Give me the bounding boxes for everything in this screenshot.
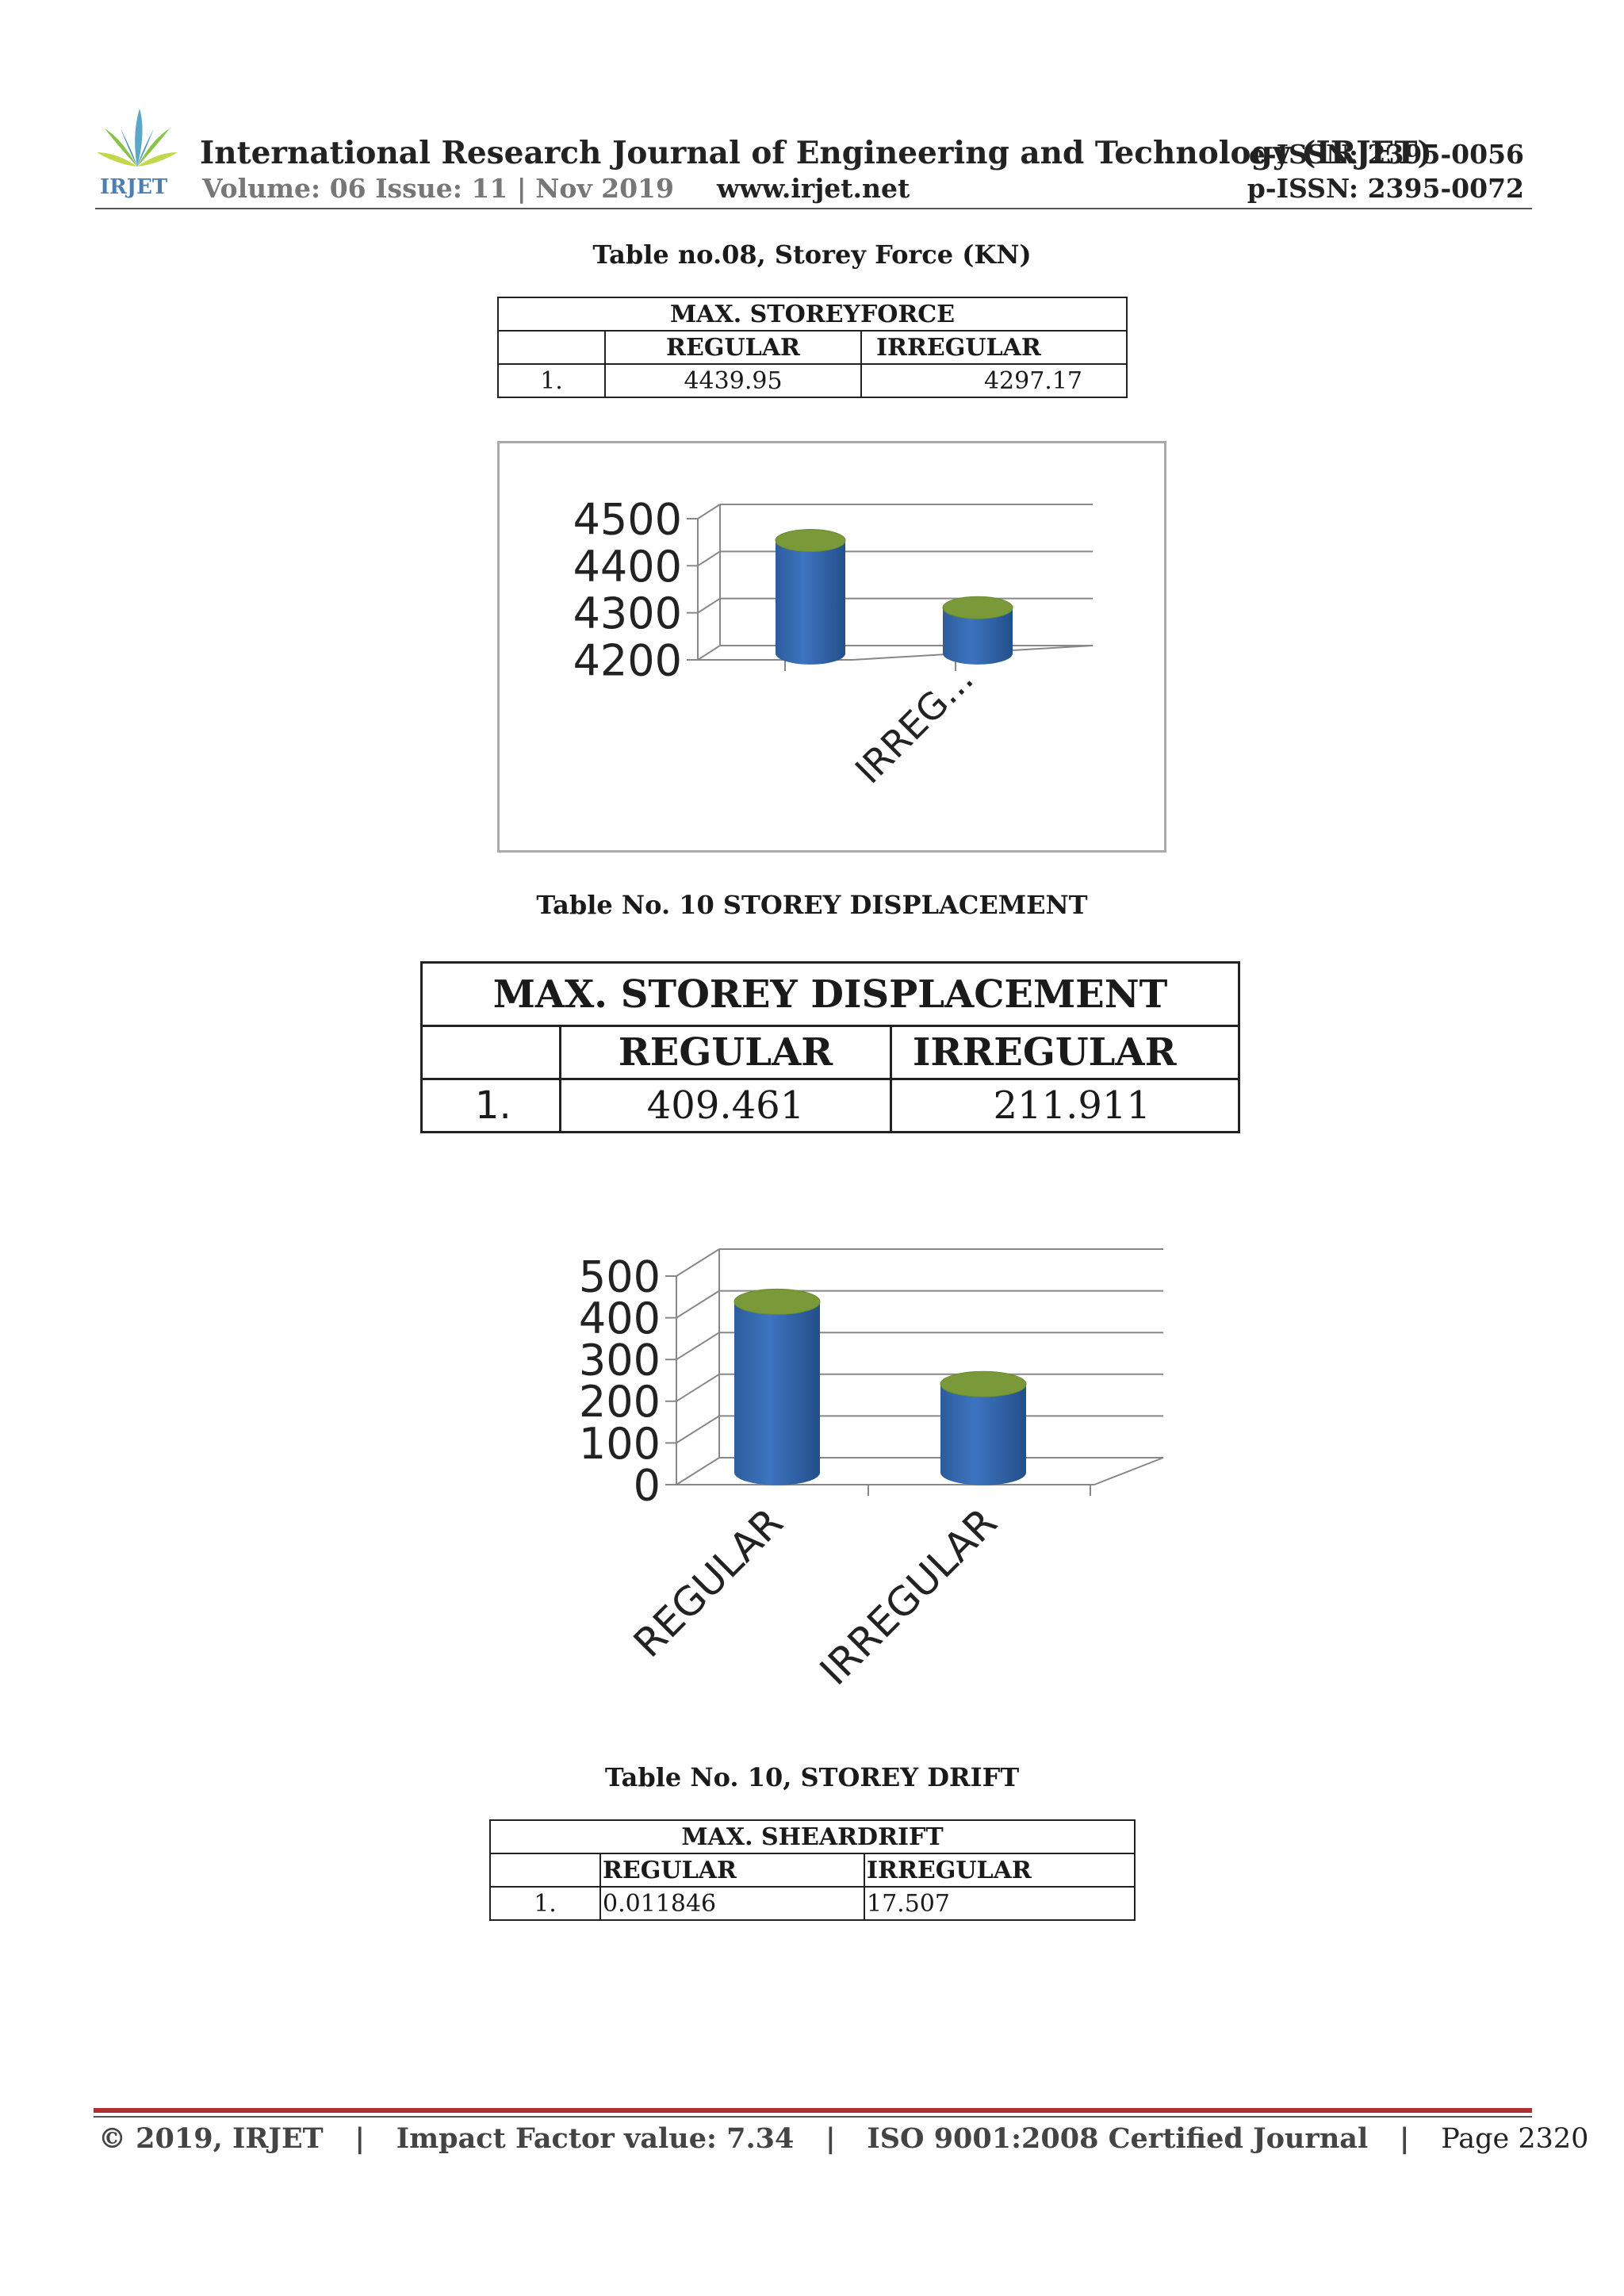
bar-top — [942, 596, 1013, 619]
y-tick-label: 400 — [579, 1294, 661, 1343]
bar-cylinder — [940, 1384, 1026, 1485]
gridline-depth — [676, 1373, 720, 1402]
journal-title: International Research Journal of Engine… — [200, 135, 1432, 171]
journal-website: www.irjet.net — [717, 173, 910, 204]
bar-cylinder — [776, 540, 845, 665]
y-tick-label: 4500 — [573, 494, 682, 544]
gridline-depth — [676, 1248, 720, 1277]
logo-leaves-icon — [97, 109, 178, 167]
bar-top — [940, 1370, 1027, 1397]
gridline-depth — [676, 1457, 720, 1485]
table-cell: 17.507 — [864, 1886, 1136, 1921]
header-rule — [95, 208, 1532, 209]
column-header — [420, 1025, 561, 1080]
floor-edge — [1094, 1457, 1164, 1485]
y-tick-label: 0 — [634, 1460, 661, 1510]
row-index: 1. — [489, 1886, 601, 1921]
footer-separator: | — [1399, 2122, 1410, 2155]
storey-force-chart-frame — [497, 441, 1166, 853]
table2-caption: Table No. 10 STOREY DISPLACEMENT — [536, 890, 1088, 920]
gridline-depth — [676, 1332, 720, 1361]
y-tick-label: 4200 — [573, 635, 682, 685]
bar-top — [733, 1288, 821, 1315]
x-category-label: IRREGULAR — [811, 1499, 1005, 1693]
column-header: IRREGULAR — [864, 1853, 1136, 1888]
footer-copyright: © 2019, IRJET — [98, 2122, 324, 2155]
table-heading: MAX. STOREY DISPLACEMENT — [420, 961, 1240, 1027]
footer-rule — [94, 2108, 1532, 2113]
column-header: REGULAR — [559, 1025, 892, 1080]
row-index: 1. — [497, 363, 606, 398]
table-heading: MAX. SHEARDRIFT — [489, 1819, 1136, 1854]
pissn: p-ISSN: 2395-0072 — [1247, 173, 1524, 204]
table3-caption: Table No. 10, STOREY DRIFT — [604, 1762, 1020, 1792]
x-category-label: IRREG... — [847, 657, 982, 792]
table-row: 1. 409.461 211.911 — [420, 1078, 1240, 1133]
table-header-row: REGULAR IRREGULAR — [489, 1853, 1136, 1888]
gridline-depth — [697, 597, 721, 614]
storey-displacement-table: MAX. STOREY DISPLACEMENT REGULAR IRREGUL… — [420, 961, 1240, 1133]
table-heading-row: MAX. SHEARDRIFT — [489, 1819, 1136, 1854]
y-tick-label: 4300 — [573, 588, 682, 638]
y-tick-label: 100 — [579, 1419, 661, 1469]
table1-caption: Table no.08, Storey Force (KN) — [592, 240, 1032, 270]
table-header-row: REGULAR IRREGULAR — [497, 330, 1128, 365]
table-cell: 409.461 — [559, 1078, 892, 1133]
footer-impact-factor: Impact Factor value: 7.34 — [396, 2122, 795, 2155]
table-heading: MAX. STOREYFORCE — [497, 297, 1128, 332]
bar-top — [775, 529, 846, 553]
page-footer: © 2019, IRJET | Impact Factor value: 7.34 |… — [98, 2122, 1588, 2155]
table-cell: 0.011846 — [599, 1886, 865, 1921]
table-row: 1. 0.011846 17.507 — [489, 1886, 1136, 1921]
x-category-label: REGULAR — [625, 1499, 791, 1665]
logo-text: IRJET — [100, 175, 168, 199]
bar-cylinder — [943, 608, 1013, 665]
column-header: IRREGULAR — [890, 1025, 1240, 1080]
bar-cylinder — [734, 1301, 820, 1485]
table-header-row: REGULAR IRREGULAR — [420, 1025, 1240, 1080]
column-header — [489, 1853, 601, 1888]
y-tick-label: 200 — [579, 1377, 661, 1427]
table-heading-row: MAX. STOREY DISPLACEMENT — [420, 961, 1240, 1027]
gridline-depth — [676, 1415, 720, 1444]
table-cell: 211.911 — [890, 1078, 1240, 1133]
y-tick-label: 300 — [579, 1336, 661, 1386]
irjet-logo: IRJET — [97, 109, 178, 199]
table-cell: 4439.95 — [604, 363, 862, 398]
footer-iso: ISO 9001:2008 Certified Journal — [867, 2122, 1369, 2155]
gridline-depth — [697, 504, 721, 519]
storey-force-table: MAX. STOREYFORCE REGULAR IRREGULAR 1. 44… — [497, 297, 1128, 398]
footer-rule-thin — [94, 2116, 1532, 2118]
column-header: REGULAR — [604, 330, 862, 365]
footer-separator: | — [354, 2122, 366, 2155]
table-heading-row: MAX. STOREYFORCE — [497, 297, 1128, 332]
storey-drift-table: MAX. SHEARDRIFT REGULAR IRREGULAR 1. 0.0… — [489, 1819, 1136, 1921]
column-header: IRREGULAR — [860, 330, 1128, 365]
column-header — [497, 330, 606, 365]
y-tick-label: 500 — [579, 1251, 661, 1301]
eissn: e-ISSN: 2395-0056 — [1248, 139, 1524, 170]
y-tick-label: 4400 — [573, 542, 682, 592]
table-cell: 4297.17 — [860, 363, 1128, 398]
table-row: 1. 4439.95 4297.17 — [497, 363, 1128, 398]
row-index: 1. — [420, 1078, 561, 1133]
footer-separator: | — [825, 2122, 836, 2155]
footer-page-number: Page 2320 — [1441, 2123, 1589, 2155]
gridline-depth — [697, 645, 721, 661]
gridline-depth — [697, 550, 721, 567]
volume-issue: Volume: 06 Issue: 11 | Nov 2019 — [202, 173, 674, 204]
gridline-depth — [676, 1290, 720, 1319]
column-header: REGULAR — [599, 1853, 865, 1888]
